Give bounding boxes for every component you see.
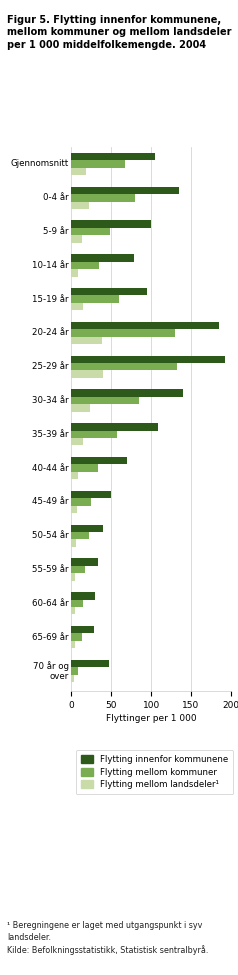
Bar <box>71 405 90 411</box>
Bar <box>71 295 119 303</box>
Bar <box>71 525 103 532</box>
Bar <box>71 370 103 378</box>
Bar <box>71 472 78 480</box>
Bar <box>71 438 83 446</box>
Bar <box>71 641 74 648</box>
Bar <box>71 153 155 160</box>
Bar <box>71 235 82 243</box>
Legend: Flytting innenfor kommunene, Flytting mellom kommuner, Flytting mellom landsdele: Flytting innenfor kommunene, Flytting me… <box>76 750 233 795</box>
Bar <box>71 168 86 176</box>
Bar <box>71 431 117 438</box>
Bar <box>71 269 78 277</box>
Bar <box>71 573 75 581</box>
Bar <box>71 464 98 472</box>
Bar <box>71 186 179 194</box>
Text: ¹ Beregningene er laget med utgangspunkt i syv
landsdeler.
Kilde: Befolkningssta: ¹ Beregningene er laget med utgangspunkt… <box>7 921 208 956</box>
Bar <box>71 498 91 506</box>
Bar <box>71 356 225 363</box>
Bar <box>71 220 151 228</box>
Bar <box>71 303 83 310</box>
Text: Figur 5. Flytting innenfor kommunene,
mellom kommuner og mellom landsdeler
per 1: Figur 5. Flytting innenfor kommunene, me… <box>7 15 232 51</box>
Bar <box>71 660 109 667</box>
Bar <box>71 261 99 269</box>
Bar <box>71 194 135 202</box>
Bar <box>71 160 125 168</box>
X-axis label: Flyttinger per 1 000: Flyttinger per 1 000 <box>106 714 196 723</box>
Bar <box>71 607 75 614</box>
Bar <box>71 592 95 600</box>
Bar <box>71 254 134 261</box>
Bar <box>71 532 89 539</box>
Bar <box>71 675 74 682</box>
Bar <box>71 634 82 641</box>
Bar <box>71 457 127 464</box>
Bar <box>71 600 83 607</box>
Bar <box>71 423 158 431</box>
Bar <box>71 539 76 547</box>
Bar <box>71 559 98 566</box>
Bar <box>71 626 94 634</box>
Bar <box>71 363 178 370</box>
Bar <box>71 397 139 405</box>
Bar <box>71 490 111 498</box>
Bar <box>71 228 110 235</box>
Bar <box>71 506 77 513</box>
Bar <box>71 288 147 295</box>
Bar <box>71 330 175 336</box>
Bar <box>71 389 183 397</box>
Bar <box>71 202 89 209</box>
Bar <box>71 566 85 573</box>
Bar <box>71 322 219 330</box>
Bar <box>71 336 102 344</box>
Bar <box>71 667 78 675</box>
